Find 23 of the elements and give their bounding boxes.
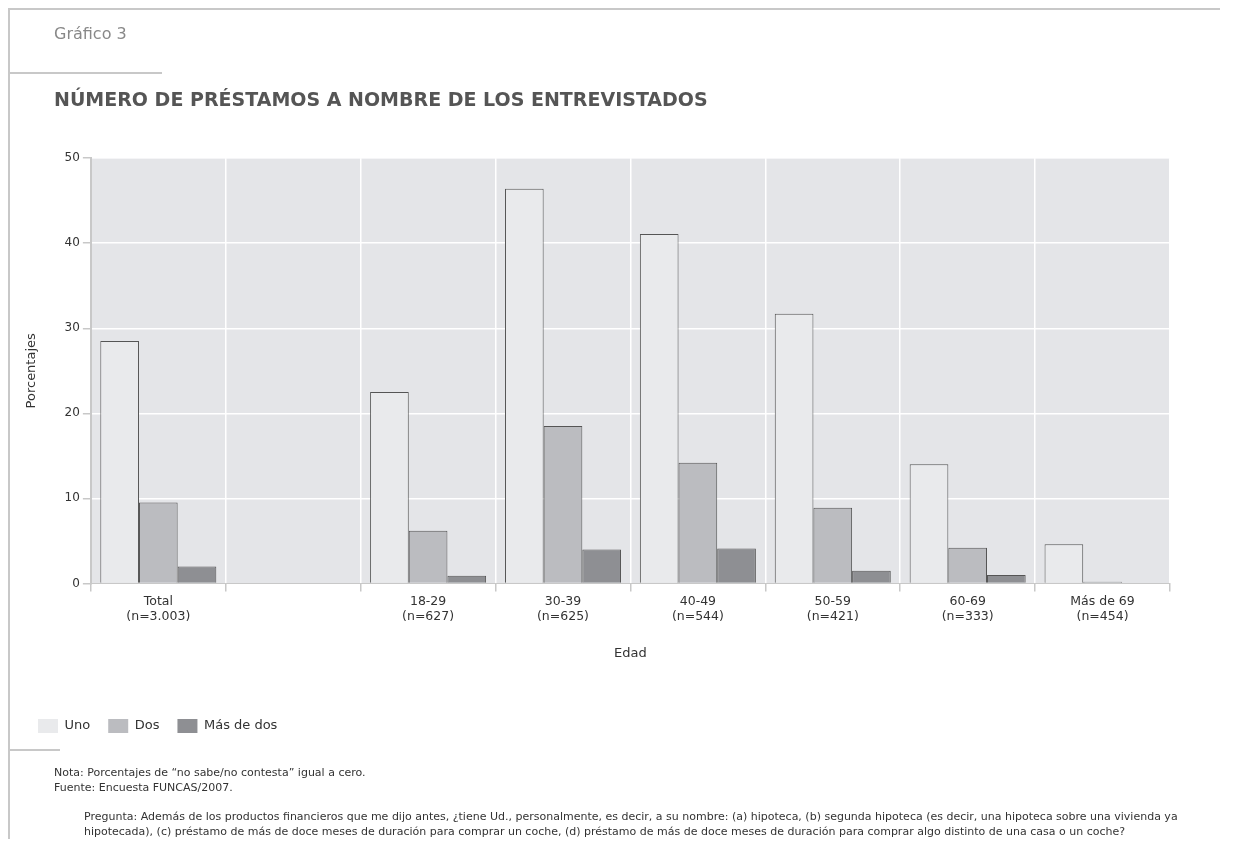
x-tick-label: Total (n=3.003) [126,593,191,624]
x-tick-label: 18-29 (n=627) [402,593,455,624]
legend-label: Uno [64,717,91,733]
x-tick-label: 30-39 (n=625) [536,593,589,624]
text: Pregunta: Además de los productos financieros que me dijo antes, ¿tiene Ud., personalmente, es decir, a su nombre: (a) hipoteca, (b) segunda hipoteca (es decir, una hipoteca sobre una vivienda ya hipotecada), (c) préstamo de más de doce meses de duración para comprar un coche, (d) préstamo de más de doce meses de duración para comprar algo distinto de una casa o un coche? [83,809,1179,839]
x-tick-label: 60-69 (n=333) [941,593,994,624]
legend-label: Más de dos [203,717,278,733]
x-tick-label: 40-49 (n=544) [671,593,724,624]
y-tick-label: 30 [64,320,80,335]
chart-title: NÚMERO DE PRÉSTAMOS A NOMBRE DE LOS ENTREVISTADOS [53,86,709,112]
x-axis-title: Edad [614,644,647,660]
chart-subtitle: Gráfico 3 [10,10,162,74]
y-tick-label: 10 [64,490,80,505]
x-tick-label: 50-59 (n=421) [806,593,859,624]
y-tick-label: 0 [72,575,80,590]
y-tick-label: 40 [64,235,80,250]
x-tick-label: Más de 69 (n=454) [1070,593,1135,624]
y-tick-label: 50 [64,150,80,165]
y-axis-title: Porcentajes [23,332,39,409]
source-note: Fuente: Encuesta FUNCAS/2007. [54,780,234,795]
y-tick-label: 20 [64,405,80,420]
legend-label: Dos [134,717,160,733]
text: Nota: Porcentajes de “no sabe/no contesta” igual a cero. [54,765,367,780]
